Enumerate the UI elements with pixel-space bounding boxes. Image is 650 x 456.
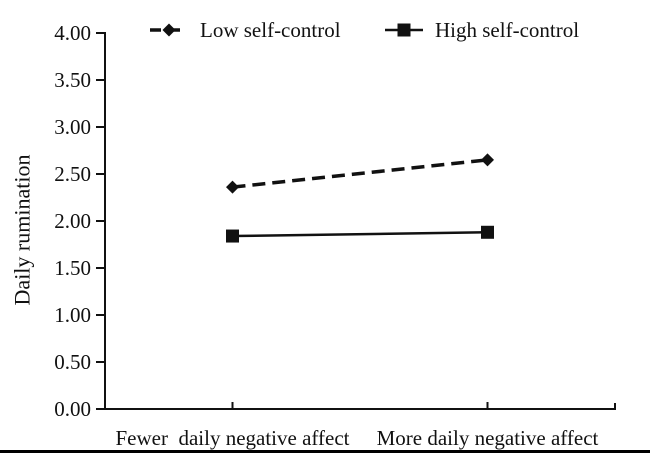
x-category-label: More daily negative affect xyxy=(377,426,599,450)
y-tick-label: 1.50 xyxy=(54,256,91,280)
y-tick-label: 1.00 xyxy=(54,303,91,327)
y-axis-title: Daily rumination xyxy=(10,155,35,306)
series-low-self-control xyxy=(226,153,494,194)
series-line xyxy=(232,158,488,189)
legend-label: Low self-control xyxy=(200,18,341,42)
x-category-label: Fewer daily negative affect xyxy=(115,426,349,450)
legend-square-marker xyxy=(397,23,411,37)
legend-diamond-marker xyxy=(162,23,176,37)
square-marker xyxy=(226,229,239,243)
data-series xyxy=(226,153,494,243)
bottom-rule xyxy=(0,450,650,453)
square-marker xyxy=(481,225,494,239)
series-high-self-control xyxy=(226,225,494,243)
legend: Low self-control High self-control xyxy=(150,18,579,42)
y-tick-label: 4.00 xyxy=(54,21,91,45)
y-tick-label: 0.00 xyxy=(54,397,91,421)
axes xyxy=(96,32,616,410)
y-tick-label: 2.50 xyxy=(54,162,91,186)
y-tick-label: 3.50 xyxy=(54,68,91,92)
diamond-marker xyxy=(481,153,494,167)
series-line xyxy=(232,231,488,238)
legend-label: High self-control xyxy=(435,18,579,42)
legend-item: High self-control xyxy=(385,18,579,42)
y-tick-label: 3.00 xyxy=(54,115,91,139)
diamond-marker xyxy=(226,180,239,194)
y-tick-label: 0.50 xyxy=(54,350,91,374)
legend-item: Low self-control xyxy=(150,18,341,42)
y-tick-label: 2.00 xyxy=(54,209,91,233)
axis-labels: 4.00 3.50 3.00 2.50 2.00 1.50 1.00 0.50 0.00 Fewe… xyxy=(10,21,599,450)
